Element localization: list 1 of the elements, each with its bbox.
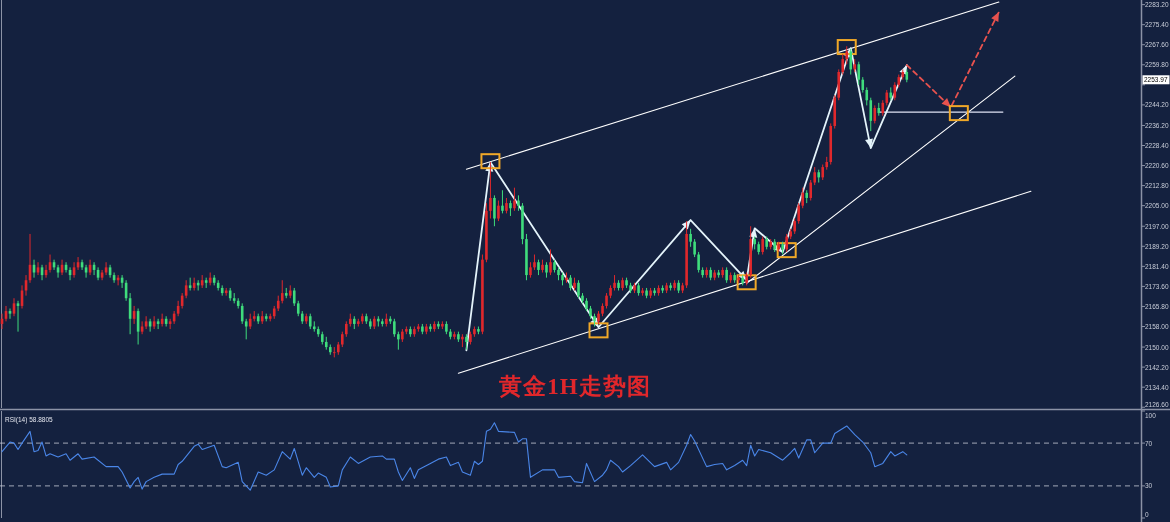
text: 黄金1H走势图 [498, 374, 651, 399]
